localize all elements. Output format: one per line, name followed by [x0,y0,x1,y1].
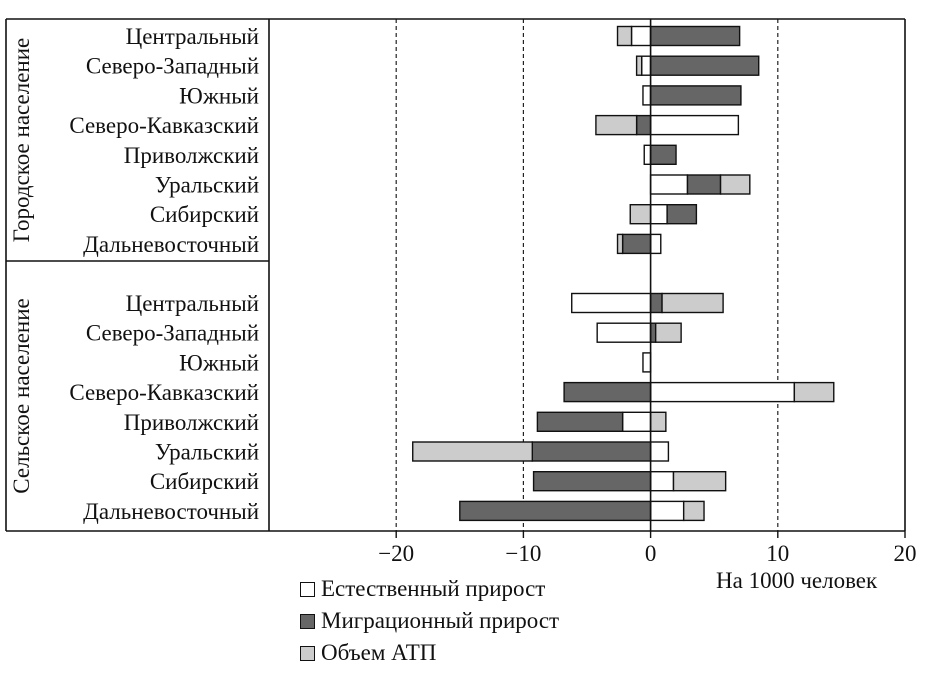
bar [651,501,684,520]
bar [642,56,651,75]
legend-label-atp: Объем АТП [321,637,436,669]
x-tick-label: −10 [505,541,541,566]
bar [618,27,632,46]
x-tick-label: 20 [894,541,917,566]
legend-swatch-natural [300,582,315,597]
bar [651,412,666,431]
category-label: Центральный [126,291,259,316]
x-tick-label: −20 [378,541,414,566]
bar [623,234,651,253]
bar [534,472,651,491]
category-label: Приволжский [124,143,259,168]
legend-item-atp: Объем АТП [300,637,559,669]
category-label: Северо-Западный [86,54,259,79]
legend-label-migration: Миграционный прирост [321,605,559,637]
x-tick-label: 0 [645,541,657,566]
bar [651,205,668,224]
bar [644,145,650,164]
bar [673,472,725,491]
bar [651,56,759,75]
bar [460,501,651,520]
bar [651,145,676,164]
bar [596,116,637,135]
bar [537,412,622,431]
bar [651,86,741,105]
bar [651,294,662,313]
bar [637,56,642,75]
category-label: Южный [179,83,259,108]
bar [637,116,651,135]
legend-item-migration: Миграционный прирост [300,605,559,637]
bar [794,383,833,402]
x-tick-label: 10 [766,541,789,566]
bar [630,205,650,224]
legend-label-natural: Естественный прирост [321,573,545,605]
category-label: Северо-Кавказский [69,113,259,138]
bar [651,116,739,135]
legend-swatch-atp [300,646,315,661]
bar [651,442,669,461]
bar [651,175,688,194]
category-label: Сибирский [150,469,259,494]
bar [413,442,533,461]
category-label: Уральский [155,440,259,465]
bar [623,412,651,431]
category-label: Приволжский [124,410,259,435]
category-label: Северо-Западный [86,321,259,346]
bar [667,205,696,224]
category-label: Северо-Кавказский [69,380,259,405]
category-label: Дальневосточный [83,499,259,524]
x-axis-unit-label: На 1000 человек [716,568,877,594]
bar [532,442,650,461]
bar [687,175,720,194]
bar [618,234,623,253]
category-label: Центральный [126,24,259,49]
bar [632,27,651,46]
group-label: Сельское население [9,298,34,493]
bar [643,353,651,372]
bar [662,294,723,313]
bar [656,323,681,342]
bar [572,294,651,313]
bar [651,383,795,402]
bar [564,383,650,402]
bar [684,501,704,520]
category-label: Южный [179,350,259,375]
legend: Естественный прирост Миграционный прирос… [300,573,559,669]
group-label: Городское население [9,38,34,243]
bar [651,234,661,253]
legend-item-natural: Естественный прирост [300,573,559,605]
category-label: Уральский [155,173,259,198]
bar [643,86,651,105]
bar [597,323,650,342]
legend-swatch-migration [300,614,315,629]
category-label: Дальневосточный [83,232,259,257]
bar [721,175,750,194]
bar [651,472,674,491]
category-label: Сибирский [150,202,259,227]
bar [651,27,740,46]
